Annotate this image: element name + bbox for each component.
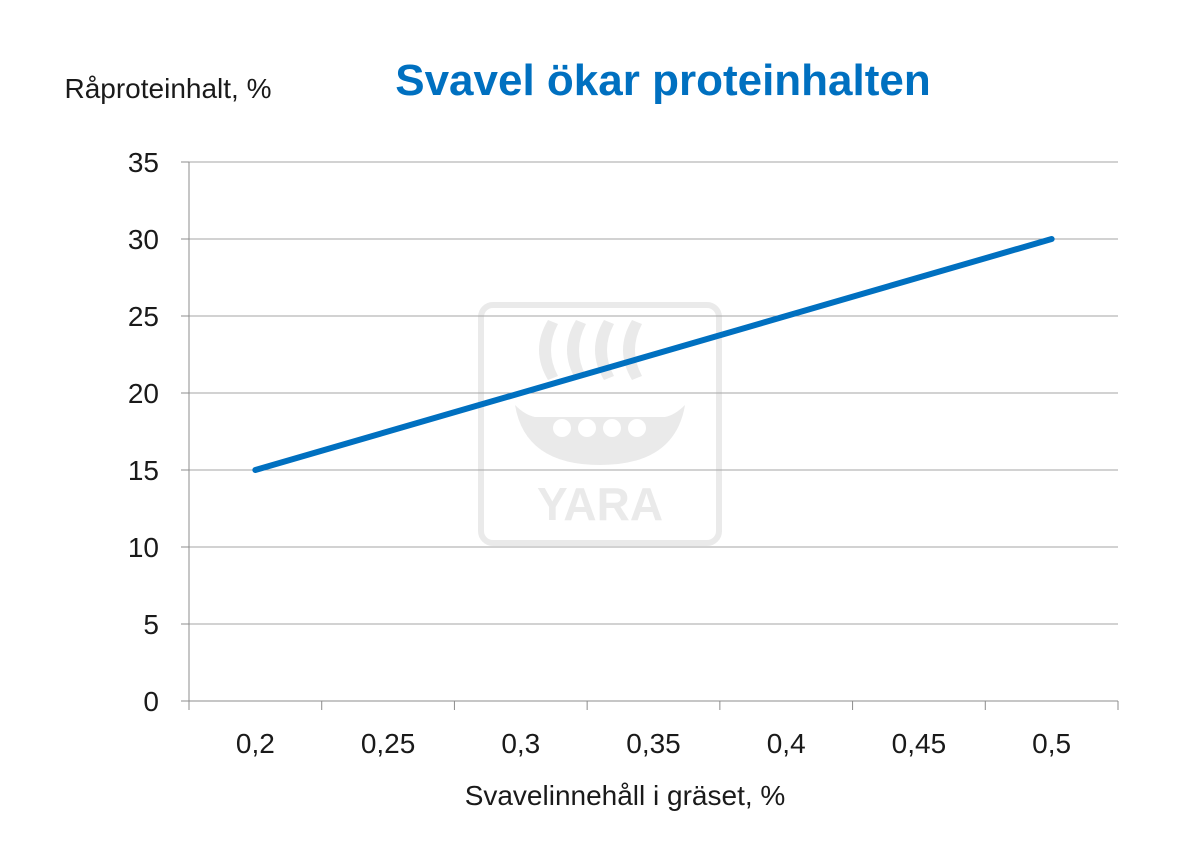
y-tick-label: 0 [143, 686, 159, 717]
yara-logo-watermark: YARA [478, 302, 722, 546]
x-tick-label: 0,3 [501, 728, 540, 759]
axes [181, 161, 1119, 710]
chart-title: Svavel ökar proteinhalten [395, 56, 931, 105]
y-tick-label: 30 [128, 224, 159, 255]
watermark-text: YARA [537, 478, 663, 530]
series-line [252, 236, 1055, 473]
y-tick-label: 10 [128, 532, 159, 563]
x-tick-label: 0,45 [892, 728, 947, 759]
x-tick-label: 0,35 [626, 728, 681, 759]
x-tick-label: 0,25 [361, 728, 416, 759]
x-tick-label: 0,4 [767, 728, 806, 759]
y-tick-label: 25 [128, 301, 159, 332]
x-axis-label: Svavelinnehåll i gräset, % [465, 780, 786, 811]
y-tick-label: 20 [128, 378, 159, 409]
x-tick-label: 0,2 [236, 728, 275, 759]
y-tick-label: 15 [128, 455, 159, 486]
x-tick-label: 0,5 [1032, 728, 1071, 759]
series-layer [252, 236, 1055, 473]
y-tick-label: 5 [143, 609, 159, 640]
y-axis-label: Råproteinhalt, % [64, 73, 271, 104]
y-tick-label: 35 [128, 147, 159, 178]
gridlines [189, 161, 1118, 625]
tick-labels: 0 5 10 15 20 25 30 35 0,2 0,25 0,3 0,35 0,4 0,45 0,5 [128, 147, 1071, 759]
